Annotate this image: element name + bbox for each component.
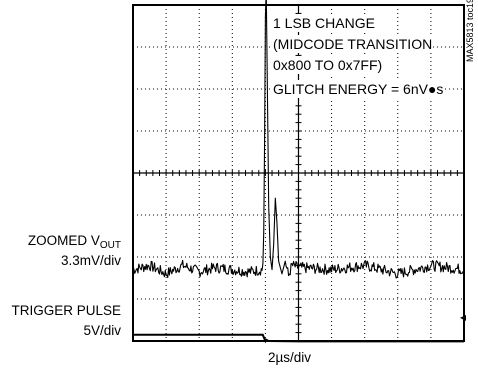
trigger-pulse-scale: 5V/div	[83, 323, 121, 338]
trigger-pulse-label: TRIGGER PULSE	[11, 303, 121, 318]
zoomed-vout-scale: 3.3mV/div	[60, 253, 121, 268]
part-id-label: MAX5813 toc19	[465, 0, 475, 62]
zoomed-vout-trace	[132, 0, 465, 279]
x-axis-scale-label: 2µs/div	[268, 350, 312, 365]
annotation-line-2: (MIDCODE TRANSITION	[272, 35, 434, 53]
annotation-line-3: 0x800 TO 0x7FF)	[272, 56, 384, 74]
zoomed-vout-label: ZOOMED VOUT	[28, 233, 121, 254]
annotation-line-4: GLITCH ENERGY = 6nV●s	[272, 80, 445, 98]
zoomed-vout-name: ZOOMED V	[27, 233, 100, 248]
zoomed-vout-subscript: OUT	[99, 240, 121, 251]
ground-marker-icon	[460, 314, 466, 321]
annotation-line-1: 1 LSB CHANGE	[272, 14, 376, 32]
trigger-pulse-trace	[133, 333, 464, 344]
waveform-traces	[132, 0, 466, 344]
